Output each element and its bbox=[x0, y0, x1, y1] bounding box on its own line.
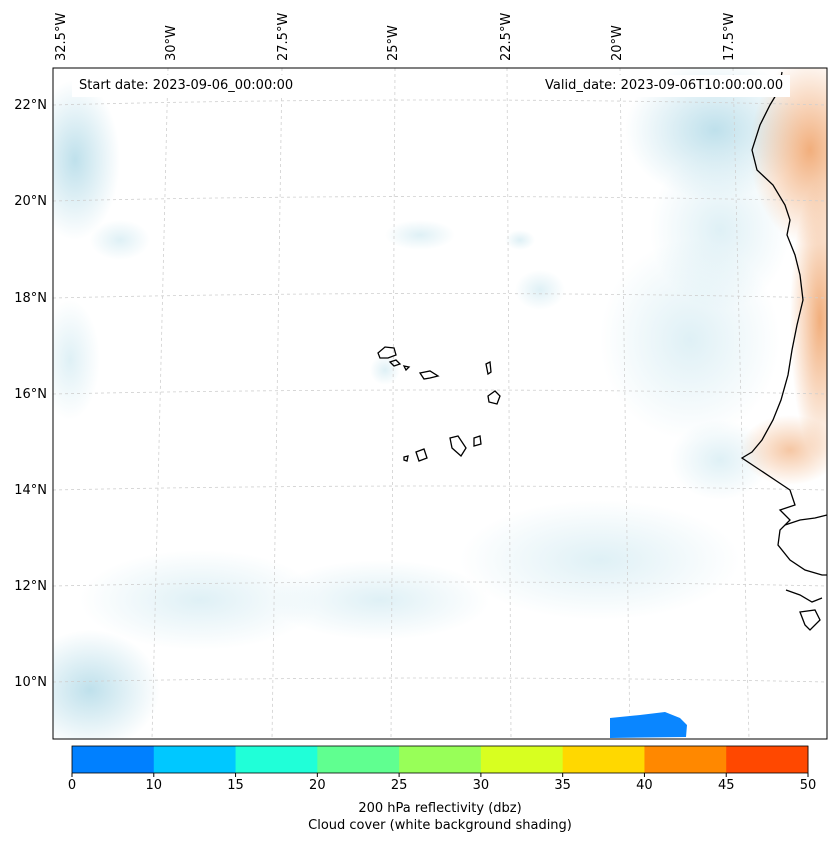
reflectivity-blob bbox=[610, 712, 687, 738]
lat-label: 16°N bbox=[14, 387, 47, 402]
colorbar-subtitle: Cloud cover (white background shading) bbox=[308, 818, 572, 833]
lon-label: 20°W bbox=[610, 25, 625, 61]
colorbar-tick-label: 20 bbox=[309, 778, 326, 793]
cloud-cover-shading bbox=[53, 68, 827, 739]
map-frame bbox=[52, 67, 828, 740]
lon-label: 25°W bbox=[386, 25, 401, 61]
colorbar-segment bbox=[153, 746, 237, 773]
lon-label: 30°W bbox=[164, 25, 179, 61]
lat-label: 22°N bbox=[14, 98, 47, 113]
coastline bbox=[740, 71, 828, 631]
colorbar-segment bbox=[317, 746, 400, 773]
colorbar-tick-label: 10 bbox=[145, 778, 163, 793]
lon-label: 32.5°W bbox=[54, 12, 69, 61]
lat-label: 12°N bbox=[14, 579, 47, 594]
colorbar-title: 200 hPa reflectivity (dbz) bbox=[358, 801, 522, 816]
colorbar-tick-label: 0 bbox=[67, 778, 77, 793]
colorbar bbox=[71, 745, 809, 777]
colorbar-tick-label: 15 bbox=[227, 778, 244, 793]
colorbar-tick-label: 45 bbox=[717, 778, 735, 793]
colorbar-segment bbox=[235, 746, 318, 773]
cape-verde-islands bbox=[377, 346, 501, 462]
colorbar-segment bbox=[72, 746, 155, 773]
colorbar-tick-label: 35 bbox=[554, 778, 571, 793]
colorbar-border bbox=[71, 745, 809, 774]
colorbar-segment bbox=[726, 746, 809, 773]
colorbar-tick-label: 40 bbox=[636, 778, 653, 793]
start-date-label: Start date: 2023-09-06_00:00:00 bbox=[72, 75, 301, 97]
lon-label: 22.5°W bbox=[499, 12, 514, 61]
colorbar-tick-label: 50 bbox=[799, 778, 817, 793]
colorbar-tick-label: 30 bbox=[472, 778, 490, 793]
colorbar-tick-label: 25 bbox=[390, 778, 408, 793]
lat-label: 18°N bbox=[14, 291, 47, 306]
colorbar-segment bbox=[399, 746, 482, 773]
valid-date-label: Valid_date: 2023-09-06T10:00:00.00 bbox=[538, 75, 791, 97]
lat-label: 10°N bbox=[14, 675, 47, 690]
colorbar-segment bbox=[644, 746, 727, 773]
lat-label: 20°N bbox=[14, 194, 47, 209]
colorbar-segment bbox=[562, 746, 645, 773]
gridlines bbox=[53, 68, 827, 739]
lon-label: 27.5°W bbox=[276, 12, 291, 61]
colorbar-segment bbox=[480, 746, 564, 773]
lat-label: 14°N bbox=[14, 483, 47, 498]
lon-label: 17.5°W bbox=[722, 12, 737, 61]
